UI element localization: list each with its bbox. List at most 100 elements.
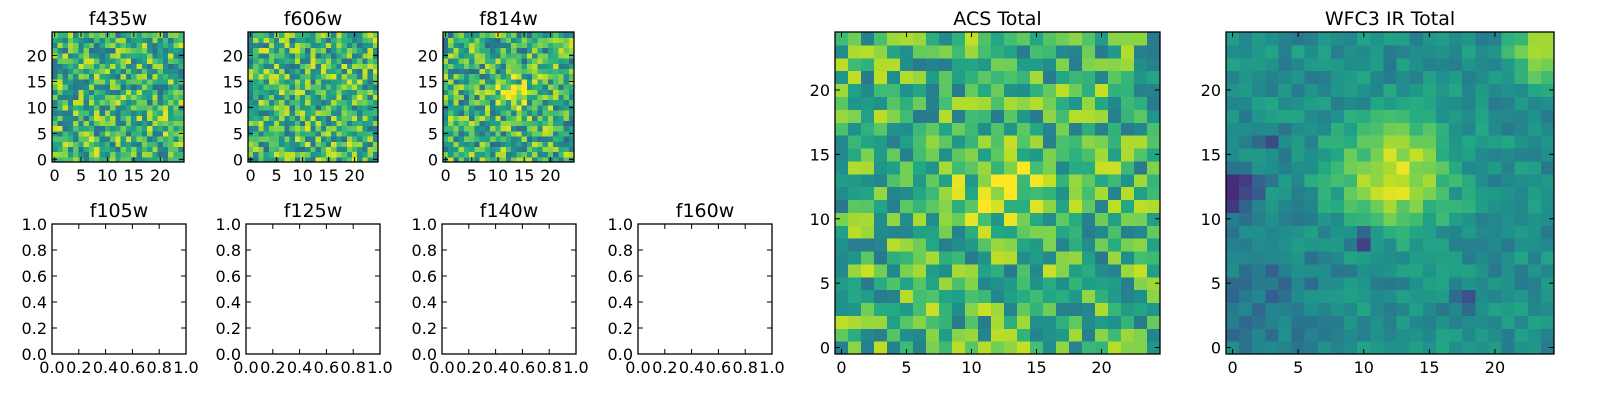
heatmap-cell <box>526 37 533 43</box>
heatmap-cell <box>453 89 460 95</box>
y-tick-label: 0.0 <box>22 345 47 364</box>
heatmap-cell <box>289 120 296 127</box>
heatmap-cell <box>300 42 306 49</box>
heatmap-cell <box>448 130 455 137</box>
heatmap-cell <box>458 125 465 132</box>
x-tick-label: 20 <box>540 166 560 185</box>
heatmap-cell <box>1357 83 1371 97</box>
heatmap-cell <box>874 70 888 85</box>
heatmap-cell <box>1278 341 1293 355</box>
heatmap-cell <box>104 120 111 127</box>
heatmap-cell <box>1383 122 1398 136</box>
heatmap-cell <box>453 94 460 101</box>
heatmap-cell <box>1291 96 1306 110</box>
heatmap-cell <box>448 68 455 75</box>
heatmap-cell <box>1252 328 1266 342</box>
heatmap-cell <box>1108 289 1122 304</box>
heatmap-cell <box>1017 44 1031 59</box>
heatmap-cell <box>1317 302 1332 316</box>
heatmap-cell <box>115 104 122 111</box>
heatmap-cell <box>1409 212 1424 226</box>
heatmap-cell <box>141 136 148 142</box>
heatmap-cell <box>178 125 185 132</box>
heatmap-cell <box>511 146 517 153</box>
heatmap-cell <box>110 47 116 54</box>
heatmap-cell <box>1265 57 1280 72</box>
heatmap-cell <box>274 110 280 116</box>
heatmap-cell <box>326 146 332 153</box>
heatmap-cell <box>511 32 517 38</box>
heatmap-cell <box>99 110 106 116</box>
heatmap-cell <box>352 47 358 54</box>
heatmap-cell <box>78 94 85 101</box>
heatmap-cell <box>1330 212 1345 226</box>
heatmap-cell <box>284 89 291 95</box>
heatmap-cell <box>1383 238 1398 252</box>
heatmap-cell <box>537 99 544 106</box>
heatmap-cell <box>253 99 259 106</box>
heatmap-cell <box>147 42 153 49</box>
heatmap-cell <box>152 104 159 111</box>
heatmap-cell <box>1449 341 1463 355</box>
heatmap-cell <box>1147 225 1161 239</box>
heatmap-cell <box>1396 32 1411 46</box>
heatmap-cell <box>362 63 369 69</box>
heatmap-cell <box>1056 276 1070 291</box>
heatmap-cell <box>104 141 111 147</box>
heatmap-cell <box>1239 44 1253 59</box>
heatmap-cell <box>874 147 888 162</box>
heatmap-cell <box>352 52 358 59</box>
heatmap-cell <box>268 52 275 59</box>
heatmap-cell <box>558 120 565 127</box>
heatmap-cell <box>346 47 353 54</box>
heatmap-cell <box>553 156 559 163</box>
x-tick-label: 0.8 <box>536 358 561 377</box>
heatmap-cell <box>1514 109 1529 123</box>
heatmap-cell <box>157 120 164 127</box>
heatmap-cell <box>1540 122 1555 136</box>
heatmap-cell <box>887 122 901 136</box>
heatmap-cell <box>268 73 275 80</box>
heatmap-cell <box>965 44 979 59</box>
heatmap-cell <box>835 238 849 252</box>
heatmap-cell <box>141 84 148 90</box>
heatmap-cell <box>294 115 301 121</box>
heatmap-cell <box>926 315 940 329</box>
heatmap-cell <box>67 89 74 95</box>
heatmap-cell <box>1317 83 1332 97</box>
heatmap-cell <box>141 32 148 38</box>
heatmap-cell <box>939 212 953 226</box>
heatmap-cell <box>479 130 486 137</box>
heatmap-cell <box>939 147 953 162</box>
heatmap-cell <box>115 110 122 116</box>
heatmap-cell <box>469 37 476 43</box>
heatmap-cell <box>1056 122 1070 136</box>
heatmap-cell <box>1357 289 1371 304</box>
heatmap-cell <box>300 89 306 95</box>
heatmap-cell <box>939 225 953 239</box>
heatmap-cell <box>526 73 533 80</box>
heatmap-cell <box>315 52 322 59</box>
heatmap-cell <box>305 125 311 132</box>
heatmap-cell <box>443 58 449 64</box>
heatmap-cell <box>1304 238 1319 252</box>
heatmap-cell <box>279 52 285 59</box>
heatmap-cell <box>474 125 481 132</box>
heatmap-cell <box>1383 83 1398 97</box>
heatmap-cell <box>141 78 148 85</box>
heatmap-cell <box>532 63 538 69</box>
heatmap-cell <box>1514 225 1529 239</box>
heatmap-cell <box>357 146 363 153</box>
heatmap-cell <box>1069 186 1083 201</box>
heatmap-cell <box>458 141 465 147</box>
heatmap-cell <box>73 146 79 153</box>
heatmap-cell <box>521 120 528 127</box>
heatmap-cell <box>1370 173 1385 188</box>
heatmap-cell <box>248 42 254 49</box>
heatmap-cell <box>1317 122 1332 136</box>
heatmap-cell <box>125 78 132 85</box>
heatmap-cell <box>1056 70 1070 85</box>
heatmap-cell <box>563 47 570 54</box>
heatmap-cell <box>104 52 111 59</box>
heatmap-cell <box>357 89 363 95</box>
